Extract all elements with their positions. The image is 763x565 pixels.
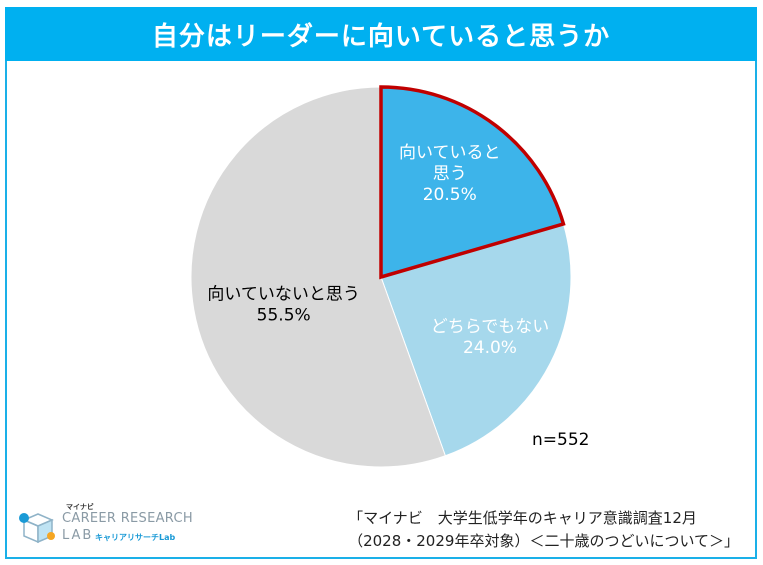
- logo-brand-top: マイナビ: [66, 503, 94, 511]
- slice-category-label: 思う: [433, 164, 467, 184]
- title-bar: 自分はリーダーに向いていると思うか: [5, 7, 757, 61]
- slice-value-label: 55.5%: [257, 305, 311, 325]
- cube-logo-icon: [19, 513, 55, 544]
- slice-label-0: 向いていると思う 20.5%: [399, 143, 501, 205]
- pie-slice-2: [190, 86, 447, 468]
- career-research-lab-logo: マイナビ CAREER RESEARCH LAB キャリアリサーチLab: [18, 502, 208, 550]
- source-line-2: （2028・2029年卒対象）＜二十歳のつどいについて＞」: [348, 532, 739, 550]
- slice-category-label: 向いていないと思う: [207, 284, 360, 304]
- sample-size-label: n=552: [532, 430, 590, 450]
- slice-value-label: 20.5%: [423, 185, 477, 205]
- logo-brand-lab: LAB: [62, 528, 94, 543]
- slice-category-label: どちらでもない: [431, 317, 550, 337]
- slice-value-label: 24.0%: [463, 338, 517, 358]
- slice-label-2: 向いていないと思う 55.5%: [207, 284, 360, 325]
- slice-label-1: どちらでもない 24.0%: [431, 317, 550, 358]
- pie-slice-1: [380, 223, 572, 457]
- slice-category-label: 向いていると: [399, 143, 501, 163]
- source-note: 「マイナビ 大学生低学年のキャリア意識調査12月 （2028・2029年卒対象）…: [348, 507, 739, 553]
- chart-title: 自分はリーダーに向いていると思うか: [151, 21, 611, 52]
- logo-brand-sub: キャリアリサーチLab: [95, 533, 176, 542]
- source-line-1: 「マイナビ 大学生低学年のキャリア意識調査12月: [348, 509, 697, 527]
- pie-slice-highlight-0: [379, 85, 566, 280]
- logo-brand-main: CAREER RESEARCH: [62, 511, 193, 526]
